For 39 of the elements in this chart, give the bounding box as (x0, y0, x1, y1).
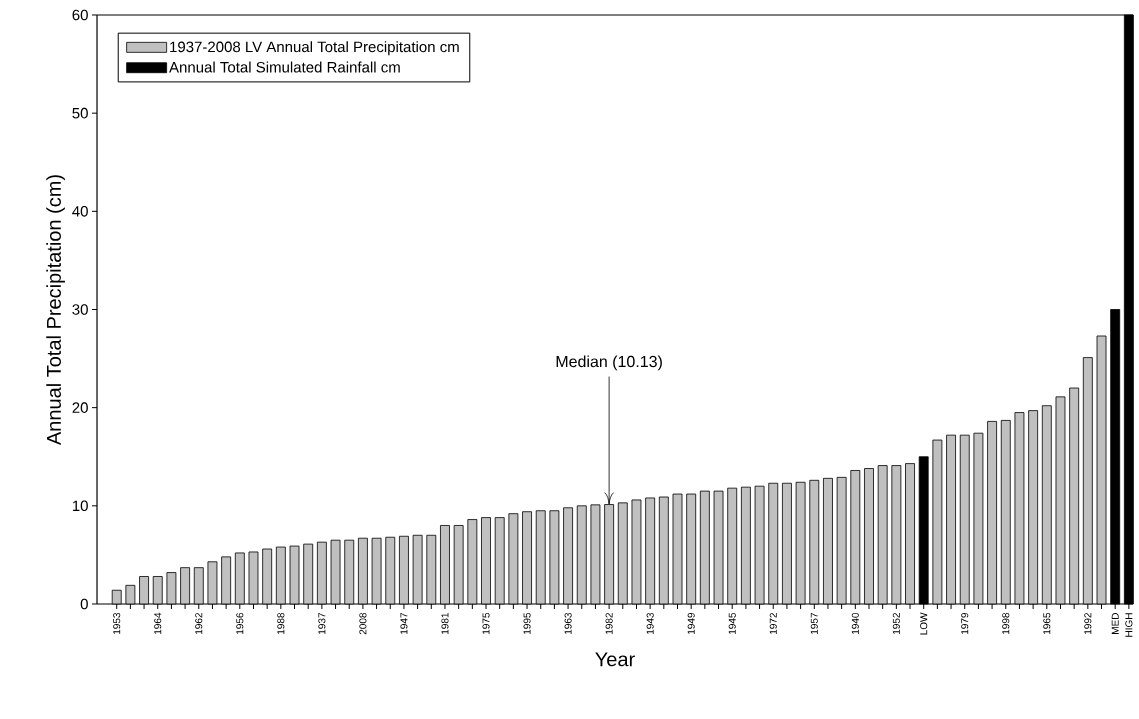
y-tick-label: 30 (72, 304, 88, 315)
x-tick-label: 1995 (523, 612, 531, 634)
x-tick-label: 2008 (359, 612, 367, 635)
x-tick-label: 1956 (236, 612, 244, 634)
x-tick-label: 1972 (769, 613, 777, 634)
annotation: Median (10.13) (556, 355, 662, 371)
x-tick-label: 1981 (441, 613, 449, 634)
y-tick-label: 10 (72, 500, 88, 512)
x-tick-label: 1962 (195, 613, 203, 634)
x-tick-label: 1943 (646, 612, 654, 634)
x-axis-title: Year (595, 652, 635, 667)
x-tick-label: 1992 (1084, 613, 1092, 634)
legend-label: 1937-2008 LV Annual Total Precipitation cm (170, 41, 459, 56)
x-tick-label: MED (1111, 613, 1119, 634)
x-tick-label: 1998 (1002, 612, 1010, 634)
x-tick-label: 1965 (1043, 612, 1051, 634)
x-tick-label: 1940 (851, 612, 859, 634)
y-axis-title: Annual Total Precipitation (cm) (46, 175, 65, 446)
y-tick-label: 20 (72, 402, 88, 413)
x-tick-label: 1975 (482, 612, 490, 634)
y-tick-label: 40 (72, 206, 88, 217)
x-tick-label: 1952 (892, 613, 900, 634)
x-tick-label: 1979 (961, 612, 969, 634)
x-tick-label: 1937 (318, 613, 326, 634)
x-tick-label: 1957 (810, 613, 818, 634)
legend-label: Annual Total Simulated Rainfall cm (169, 61, 400, 73)
x-tick-label: HIGH (1125, 613, 1133, 637)
x-tick-label: 1963 (564, 612, 572, 634)
y-tick-label: 0 (80, 598, 88, 610)
x-tick-label: 1964 (154, 612, 162, 634)
x-tick-label: 1949 (687, 612, 695, 634)
x-tick-label: 1947 (400, 613, 408, 634)
x-tick-label: 1953 (113, 612, 121, 634)
x-tick-label: LOW (920, 612, 928, 635)
y-tick-label: 60 (72, 9, 88, 21)
y-tick-label: 50 (72, 107, 88, 119)
x-tick-label: 1945 (728, 612, 736, 634)
x-tick-label: 1988 (277, 612, 285, 634)
x-tick-label: 1982 (605, 613, 613, 634)
